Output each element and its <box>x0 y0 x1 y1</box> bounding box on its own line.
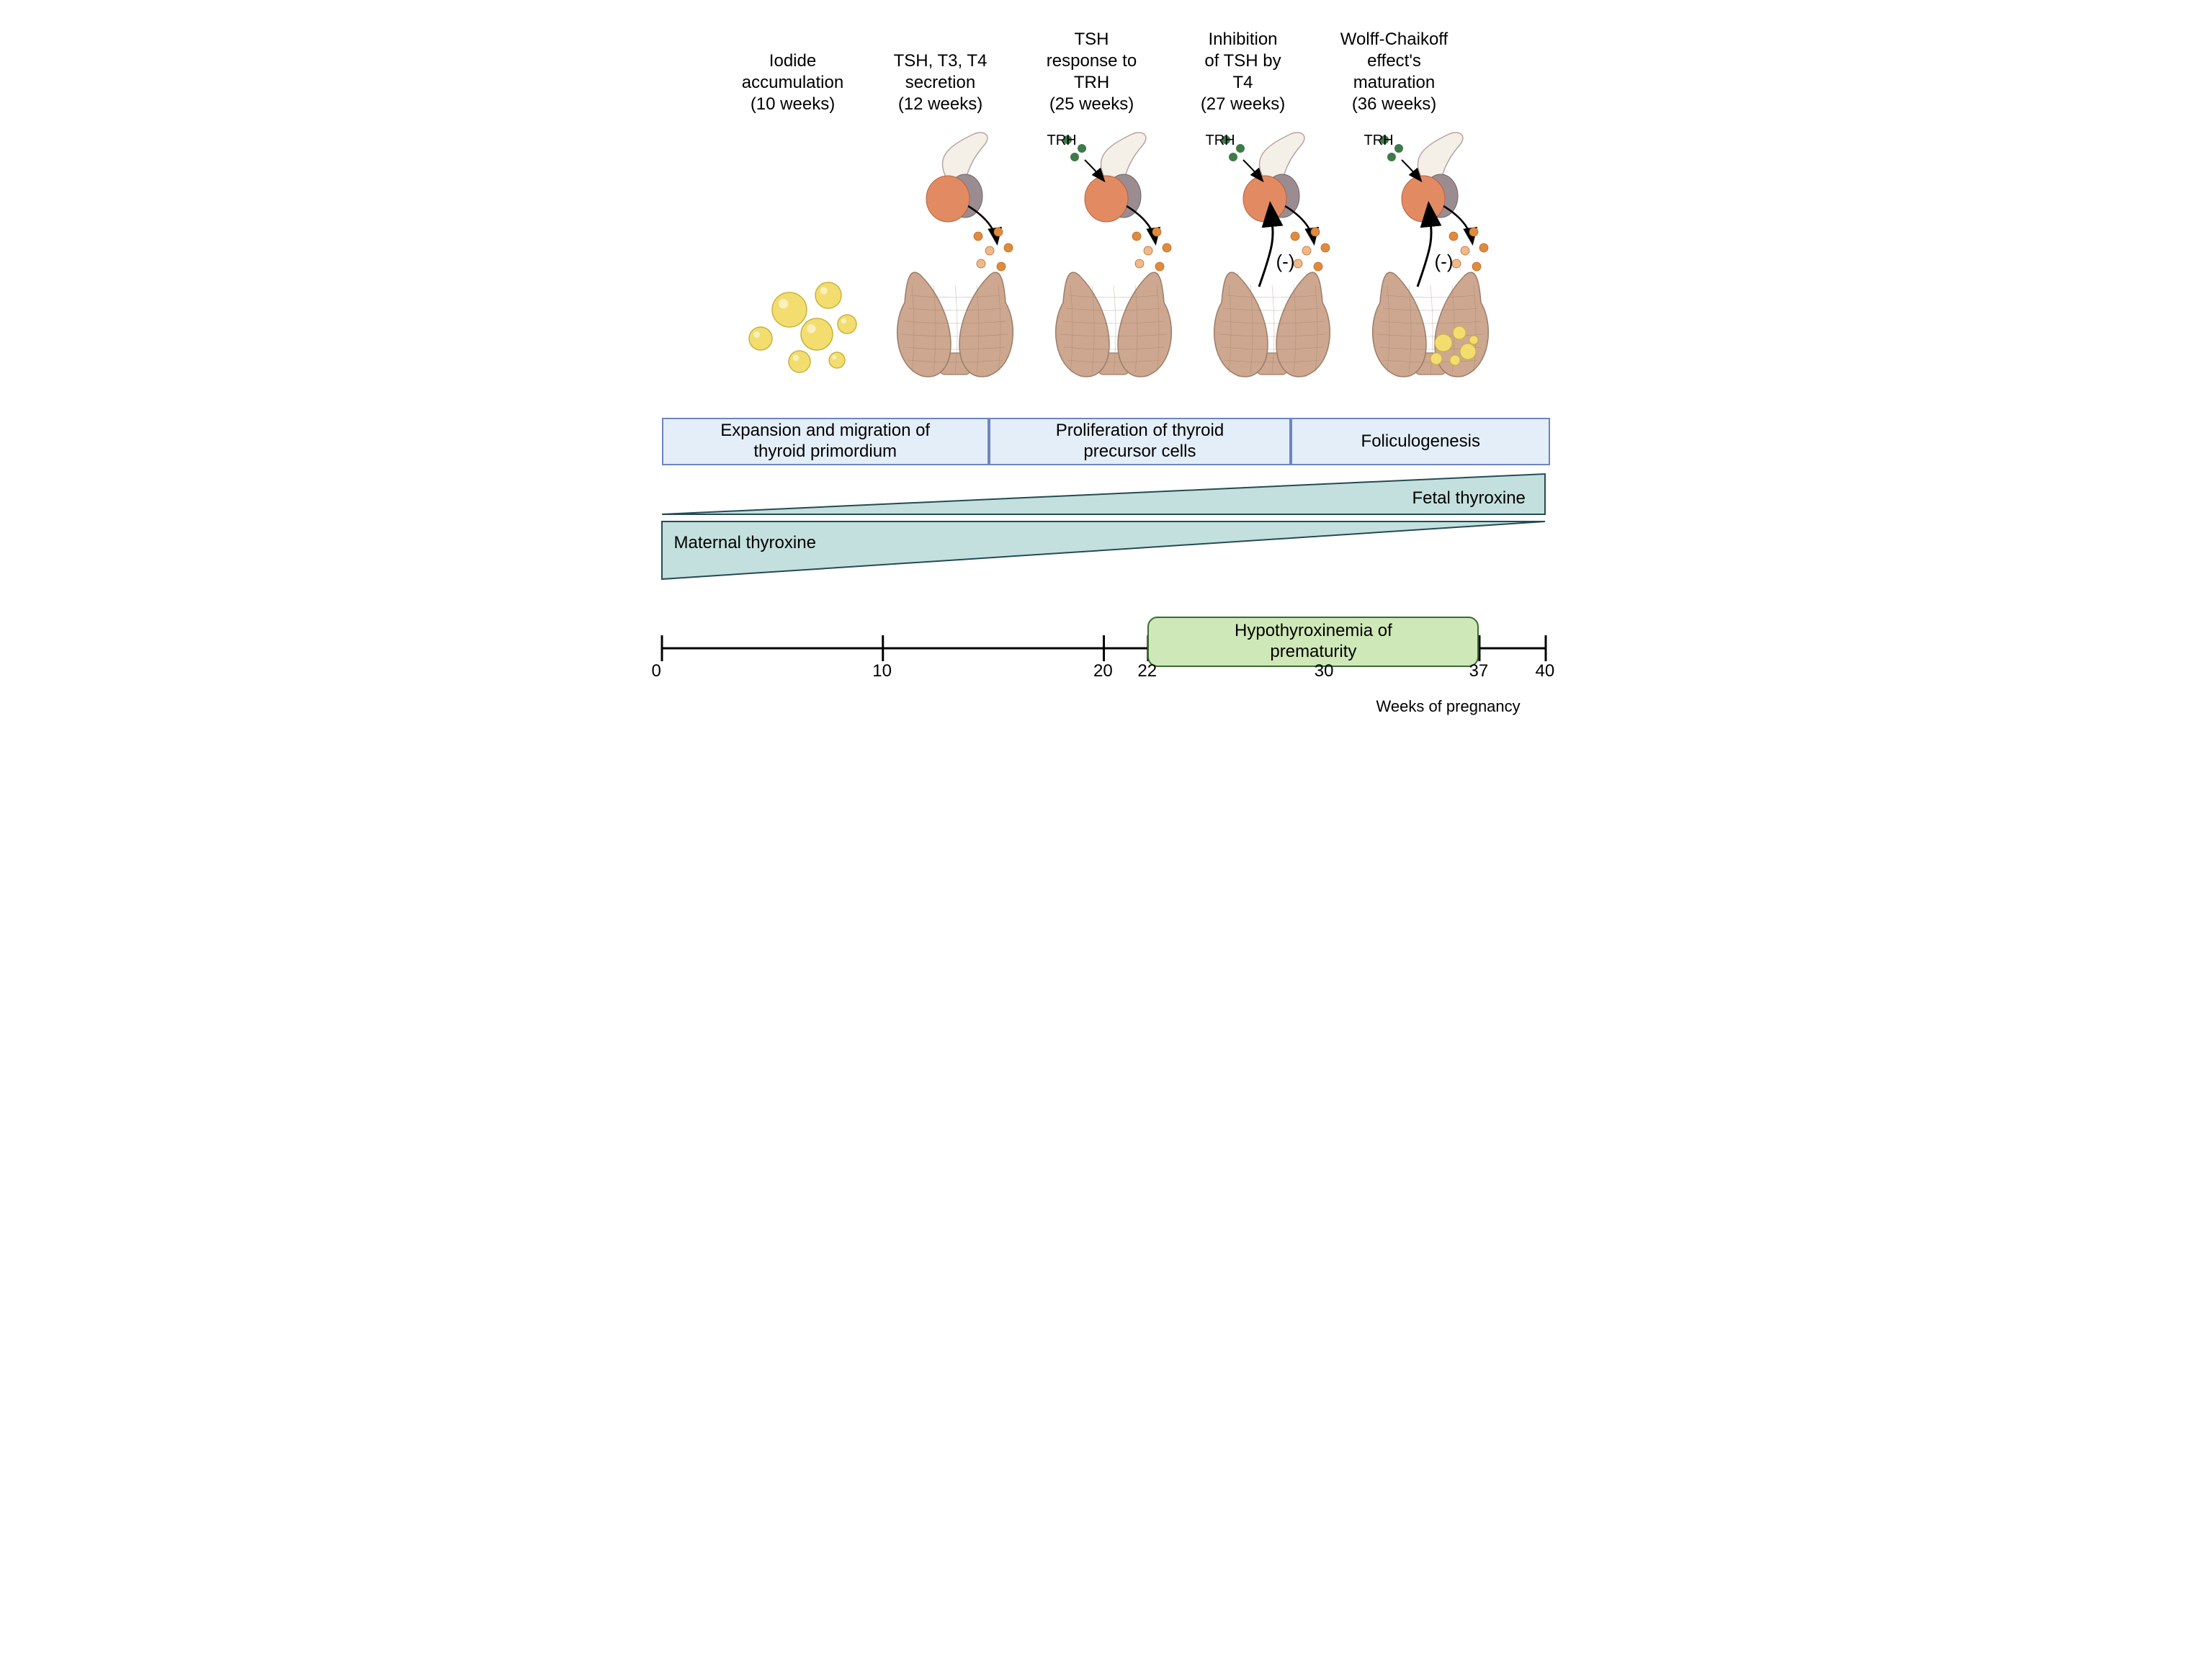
trh-label: TRH <box>1047 133 1077 149</box>
tick-label-40: 40 <box>1536 661 1555 681</box>
tick-label-0: 0 <box>652 661 661 681</box>
fetal-thyroxine-label: Fetal thyroxine <box>1412 488 1526 509</box>
maternal-thyroxine-label: Maternal thyroxine <box>674 533 816 553</box>
x-axis-label: Weeks of pregnancy <box>1376 697 1521 716</box>
trh-label: TRH <box>1206 133 1235 149</box>
tick-label-22: 22 <box>1137 661 1157 681</box>
trh-label: TRH <box>1364 133 1394 149</box>
tick-label-30: 30 <box>1315 661 1334 681</box>
phase-cell-1: Proliferation of thyroid precursor cells <box>989 418 1291 465</box>
tick-label-37: 37 <box>1469 661 1488 681</box>
tick-label-10: 10 <box>872 661 892 681</box>
hypothyroxinemia-box: Hypothyroxinemia of prematurity <box>1147 617 1479 667</box>
neg-feedback-label: (-) <box>1276 251 1295 273</box>
figure-canvas: Iodide accumulation (10 weeks)TSH, T3, T… <box>656 29 1557 720</box>
tick-label-20: 20 <box>1093 661 1113 681</box>
phase-cell-2: Foliculogenesis <box>1291 418 1550 465</box>
phase-bar: Expansion and migration of thyroid primo… <box>662 418 1551 465</box>
phase-cell-0: Expansion and migration of thyroid primo… <box>662 418 989 465</box>
neg-feedback-label: (-) <box>1435 251 1454 273</box>
